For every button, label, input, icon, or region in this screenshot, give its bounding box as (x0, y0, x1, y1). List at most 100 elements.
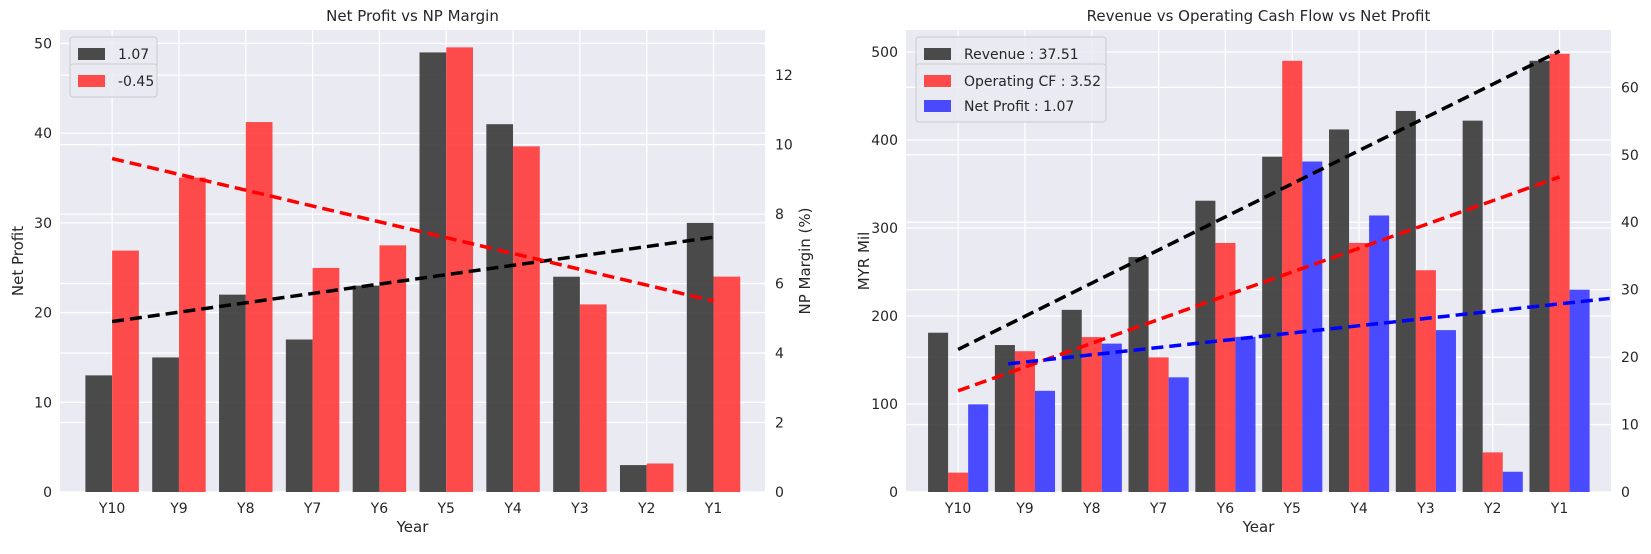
trendline-2 (111, 156, 714, 303)
bar-y9-series-3 (1034, 390, 1056, 492)
y2-tick-label: 40 (1621, 215, 1639, 231)
legend-swatch (78, 75, 105, 87)
bar-y8-series-1 (219, 294, 246, 492)
chart-title: Revenue vs Operating Cash Flow vs Net Pr… (1087, 7, 1431, 25)
bar-y5-series-1 (419, 52, 447, 492)
y-tick-label: 0 (889, 485, 898, 501)
bar-y4-series-3 (1369, 215, 1390, 492)
bar-y3-series-3 (1435, 330, 1456, 492)
y-tick-label: 40 (34, 126, 52, 142)
bar-y8-series-2 (1081, 337, 1102, 492)
bar-y5-series-3 (1302, 161, 1323, 492)
x-tick-label: Y7 (1149, 501, 1167, 517)
y2-tick-label: 2 (775, 416, 784, 432)
y2-tick-label: 6 (775, 277, 784, 293)
legend-swatch (78, 48, 105, 60)
y-tick-label: 50 (34, 36, 52, 52)
x-tick-label: Y9 (169, 501, 187, 517)
y-tick-label: 20 (34, 306, 52, 322)
bar-y3-series-2 (1415, 270, 1436, 492)
x-tick-label: Y5 (1283, 501, 1301, 517)
legend: 1.07 (69, 36, 158, 71)
bar-y3-series-1 (1395, 110, 1416, 493)
bar-y7-series-2 (1148, 357, 1169, 492)
legend-label: 1.07 (118, 47, 149, 63)
bar-y8-series-1 (1061, 309, 1082, 492)
legend-label: Net Profit : 1.07 (964, 99, 1074, 115)
legend-label: Revenue : 37.51 (964, 47, 1079, 63)
x-tick-label: Y1 (704, 501, 722, 517)
x-tick-label: Y2 (637, 501, 655, 517)
x-tick-label: Y4 (1349, 501, 1368, 517)
bar-y7-series-3 (1168, 377, 1189, 492)
x-axis-label: Year (1242, 518, 1276, 536)
y-tick-label: 400 (871, 133, 898, 149)
bar-y9-series-2 (1014, 351, 1035, 492)
bar-y4-series-2 (1349, 242, 1370, 492)
x-tick-label: Y3 (1416, 501, 1434, 517)
bar-y6-series-1 (1195, 200, 1216, 492)
x-tick-label: Y10 (944, 501, 971, 517)
bar-y9-series-1 (152, 357, 179, 492)
bar-y1-series-2 (1549, 53, 1570, 492)
y2-tick-label: 10 (1621, 418, 1639, 434)
bar-y1-series-1 (1529, 60, 1550, 493)
bar-y1-series-1 (686, 222, 714, 492)
x-tick-label: Y6 (370, 501, 389, 517)
y2-tick-label: 0 (775, 485, 784, 501)
bar-y6-series-1 (352, 285, 380, 492)
y-axis-label: MYR Mil (855, 232, 873, 291)
bar-y4-series-1 (1329, 129, 1350, 492)
legend-swatch (924, 48, 951, 60)
trendline-2 (957, 175, 1561, 393)
y-tick-label: 300 (871, 221, 898, 237)
chart-1: 0 10 20 30 40 50 0 2 4 6 8 10 12 Y10 Y9 Y8 Y7 Y6 Y5 Y4 Y3 Y2 Y… (9, 7, 814, 536)
legend-label: -0.45 (118, 74, 154, 90)
trendline-1 (957, 49, 1561, 352)
bar-y2-series-2 (646, 463, 674, 492)
bar-y10-series-2 (112, 250, 139, 492)
legend-label: Operating CF : 3.52 (964, 74, 1101, 90)
bar-y9-series-2 (178, 177, 206, 492)
legend-swatch (924, 100, 951, 112)
bar-y2-series-3 (1502, 471, 1523, 492)
x-tick-label: Y6 (1216, 501, 1235, 517)
legend: Revenue : 37.51 (915, 36, 1107, 71)
y-axis-label: Net Profit (9, 226, 27, 296)
y2-tick-label: 30 (1621, 283, 1639, 299)
y2-tick-label: 0 (1621, 485, 1630, 501)
legend-frame (915, 63, 1107, 123)
x-tick-label: Y2 (1483, 501, 1501, 517)
bar-y2-series-2 (1482, 452, 1503, 492)
bar-y7-series-1 (285, 339, 313, 492)
chart-2: 0 100 200 300 400 500 0 10 20 30 40 50 60 Y10 Y9 Y8 Y7 Y6… (855, 7, 1639, 536)
bar-y7-series-2 (312, 267, 340, 492)
bar-y4-series-2 (513, 146, 540, 493)
bar-y6-series-3 (1235, 336, 1256, 492)
y-tick-label: 0 (43, 485, 52, 501)
bar-y10-series-1 (928, 332, 949, 492)
y2-tick-label: 10 (775, 138, 793, 154)
y2-tick-label: 12 (775, 68, 793, 84)
x-tick-label: Y8 (1082, 501, 1100, 517)
y2-tick-label: 8 (775, 207, 784, 223)
y2-tick-label: 60 (1621, 80, 1639, 96)
y-tick-label: 30 (34, 216, 52, 232)
legend-swatch (924, 75, 951, 87)
y2-tick-label: 50 (1621, 148, 1639, 164)
bar-y10-series-2 (948, 472, 969, 492)
x-tick-label: Y8 (236, 501, 254, 517)
bar-y1-series-3 (1569, 289, 1590, 492)
x-tick-label: Y3 (570, 501, 588, 517)
bar-y2-series-1 (619, 465, 647, 492)
y-tick-label: 500 (871, 45, 898, 61)
x-tick-label: Y1 (1550, 501, 1568, 517)
y-tick-label: 10 (34, 395, 52, 411)
legend: Operating CF : 3.52 Net Profit : 1.07 (915, 63, 1107, 123)
y2-tick-label: 20 (1621, 350, 1639, 366)
chart-title: Net Profit vs NP Margin (326, 7, 499, 25)
bar-y3-series-1 (553, 276, 580, 492)
bar-y5-series-2 (446, 47, 473, 493)
bar-y2-series-1 (1462, 120, 1483, 492)
